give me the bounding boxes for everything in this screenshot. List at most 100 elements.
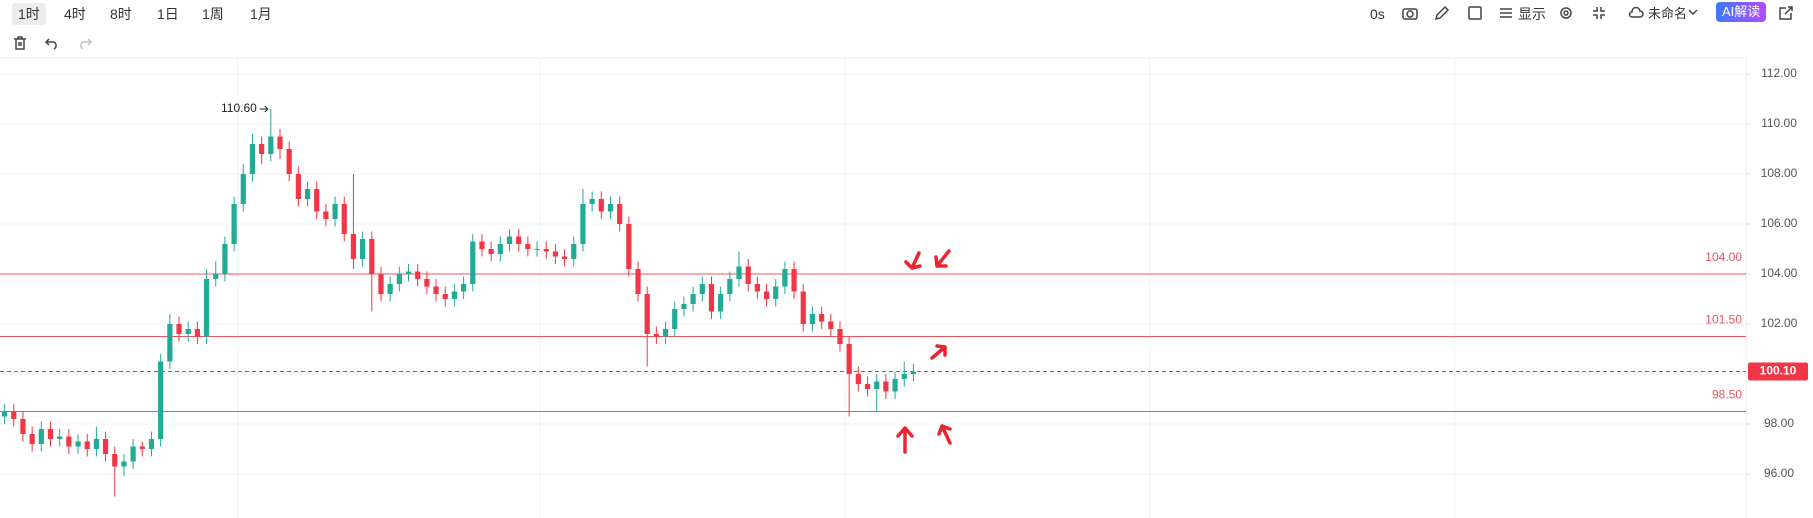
display-button[interactable]: 显示 — [1518, 6, 1546, 22]
cloud-icon[interactable] — [1628, 5, 1644, 21]
candle-body — [479, 241, 485, 249]
timeframe-button[interactable]: 1周 — [202, 6, 224, 22]
candle-body — [681, 304, 687, 309]
timer[interactable]: 0s — [1370, 6, 1385, 22]
candle-body — [864, 384, 871, 389]
candle-body — [874, 381, 880, 389]
candle-body — [194, 329, 200, 337]
candle-body — [451, 291, 458, 299]
candle-body — [892, 379, 898, 392]
level-label: 101.50 — [1705, 313, 1742, 327]
candle-body — [332, 204, 338, 219]
candle-body — [727, 279, 733, 294]
candle-body — [360, 239, 366, 259]
candle-body — [763, 291, 770, 299]
candle-body — [167, 324, 173, 362]
timeframe-button[interactable]: 1时 — [12, 3, 46, 25]
timeframe-button[interactable]: 1日 — [157, 6, 179, 22]
ai-button[interactable]: AI解读 — [1716, 2, 1767, 22]
candle-body — [754, 284, 760, 292]
candle-body — [240, 174, 246, 204]
y-tick-label: 102.00 — [1761, 316, 1798, 330]
y-tick-label: 98.00 — [1764, 416, 1794, 430]
y-tick-label: 96.00 — [1764, 466, 1794, 480]
candle-body — [699, 284, 705, 294]
max-price-arrow — [259, 105, 269, 113]
candle-body — [589, 199, 595, 204]
chevron-icon[interactable] — [1688, 7, 1698, 17]
candle-body — [626, 224, 632, 269]
collapse-icon[interactable] — [1591, 5, 1607, 21]
candle-body — [525, 244, 531, 249]
toolbar: 1时 4时 8时 1日 1周 1月 0s 显示 未命名 AI解读 — [0, 0, 1813, 50]
annotation-arrows — [896, 249, 952, 454]
last-price-label: 100.10 — [1760, 364, 1797, 378]
candle-body — [185, 329, 191, 334]
candle-body — [158, 361, 164, 439]
candle-body — [38, 429, 44, 444]
candle-body — [791, 269, 797, 292]
share-icon[interactable] — [1778, 5, 1794, 21]
candle-body — [644, 294, 650, 334]
trash-icon[interactable] — [12, 35, 28, 51]
candle-body — [323, 211, 329, 219]
camera-icon[interactable] — [1402, 5, 1418, 21]
candle-body — [635, 269, 641, 294]
level-label: 104.00 — [1705, 250, 1742, 264]
window-icon[interactable] — [1467, 5, 1483, 21]
y-tick-label: 108.00 — [1761, 166, 1798, 180]
redo-icon[interactable] — [77, 35, 93, 51]
candle-body — [828, 321, 834, 329]
candle-body — [497, 244, 503, 254]
candle-body — [910, 371, 917, 374]
timeframe-button[interactable]: 8时 — [110, 6, 132, 22]
candle-body — [819, 314, 825, 322]
timeframe-button[interactable]: 4时 — [64, 6, 86, 22]
candle-body — [268, 136, 274, 154]
settings-icon[interactable] — [1558, 5, 1574, 21]
undo-icon[interactable] — [44, 35, 60, 51]
candle-body — [11, 411, 17, 419]
candle-body — [461, 284, 467, 292]
candle-body — [488, 249, 494, 254]
candle-body — [396, 274, 402, 284]
candle-body — [213, 274, 219, 279]
candle-body — [277, 136, 283, 149]
candle-body — [708, 284, 715, 312]
candle-body — [809, 314, 816, 324]
candle-body — [102, 439, 109, 454]
candle-body — [773, 286, 779, 299]
candle-body — [718, 294, 724, 312]
candle-body — [506, 236, 513, 244]
candle-body — [350, 234, 357, 259]
candle-body — [607, 204, 614, 212]
candle-body — [571, 244, 577, 259]
y-tick-label: 110.00 — [1761, 116, 1797, 130]
candle-body — [855, 374, 861, 384]
list-icon[interactable] — [1498, 5, 1514, 21]
candle-body — [736, 266, 742, 279]
level-label: 98.50 — [1712, 388, 1742, 402]
candle-body — [231, 204, 237, 244]
candle-body — [782, 269, 788, 287]
timeframe-button[interactable]: 1月 — [250, 6, 272, 22]
max-price-label: 110.60 — [221, 101, 257, 115]
candle-body — [433, 286, 439, 294]
candle-body — [222, 244, 228, 274]
layout-name[interactable]: 未命名 — [1648, 6, 1688, 21]
candle-body — [534, 249, 540, 250]
candle-body — [304, 189, 311, 199]
candle-body — [93, 439, 99, 449]
candle-body — [249, 144, 256, 174]
pencil-icon[interactable] — [1434, 5, 1450, 21]
candle-body — [176, 324, 182, 334]
candle-body — [84, 441, 90, 449]
candle-body — [66, 436, 72, 447]
candle-body — [552, 251, 558, 257]
candle-body — [846, 344, 852, 374]
candle-body — [47, 429, 54, 439]
y-tick-label: 112.00 — [1761, 66, 1797, 80]
candle-body — [690, 294, 696, 304]
